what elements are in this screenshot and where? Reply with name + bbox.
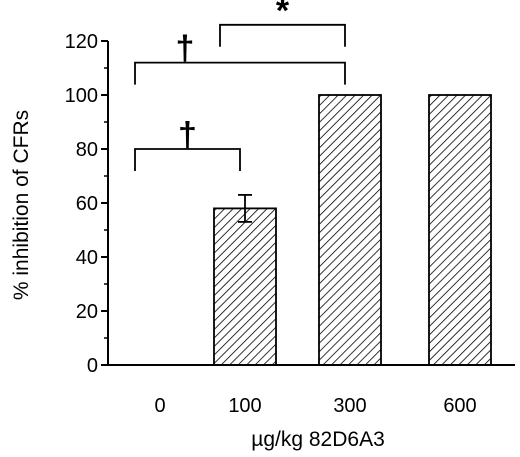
bar-100	[213, 207, 277, 366]
y-tick-label-4: 80	[76, 139, 98, 161]
x-axis-title: µg/kg 82D6A3	[251, 428, 385, 451]
x-tick-label-100: 100	[228, 395, 261, 417]
y-tick-label-1: 20	[76, 301, 98, 323]
x-tick-label-0: 0	[154, 395, 165, 417]
x-tick-label-600: 600	[443, 395, 476, 417]
plot-area: 0 20 40 60 80 100 120 0 100 300 600 † † *	[65, 0, 515, 417]
y-tick-label-2: 40	[76, 247, 98, 269]
bar-600	[428, 94, 492, 366]
significance-bracket-2	[219, 23, 346, 47]
significance-bracket-1	[134, 61, 346, 85]
significance-marker-1: †	[176, 30, 195, 68]
y-tick-label-5: 100	[65, 85, 98, 107]
y-tick-label-6: 120	[65, 31, 98, 53]
y-tick-label-3: 60	[76, 193, 98, 215]
significance-marker-2: *	[276, 0, 290, 30]
significance-bracket-0	[134, 148, 241, 171]
y-tick-label-0: 0	[87, 355, 98, 377]
x-tick-label-300: 300	[333, 395, 366, 417]
bar-300	[318, 94, 382, 366]
significance-marker-0: †	[178, 116, 197, 154]
y-axis-title: % inhibition of CFRs	[10, 110, 33, 300]
